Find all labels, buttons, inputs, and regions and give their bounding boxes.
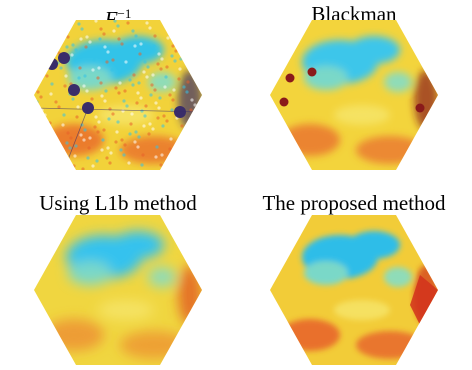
hexagonal-reconstruction-map	[34, 215, 202, 365]
panel-title: Using L1b method	[39, 191, 197, 215]
panel-blackman: Blackman	[236, 0, 472, 185]
hexagonal-reconstruction-map	[34, 20, 202, 170]
panel-proposed-method: The proposed method	[236, 185, 472, 370]
panel-inverse-f: F−1	[0, 0, 236, 185]
hexagonal-reconstruction-map	[270, 20, 438, 170]
hexagonal-reconstruction-map	[270, 215, 438, 365]
panel-l1b-method: Using L1b method	[0, 185, 236, 370]
panel-title: The proposed method	[262, 191, 446, 215]
